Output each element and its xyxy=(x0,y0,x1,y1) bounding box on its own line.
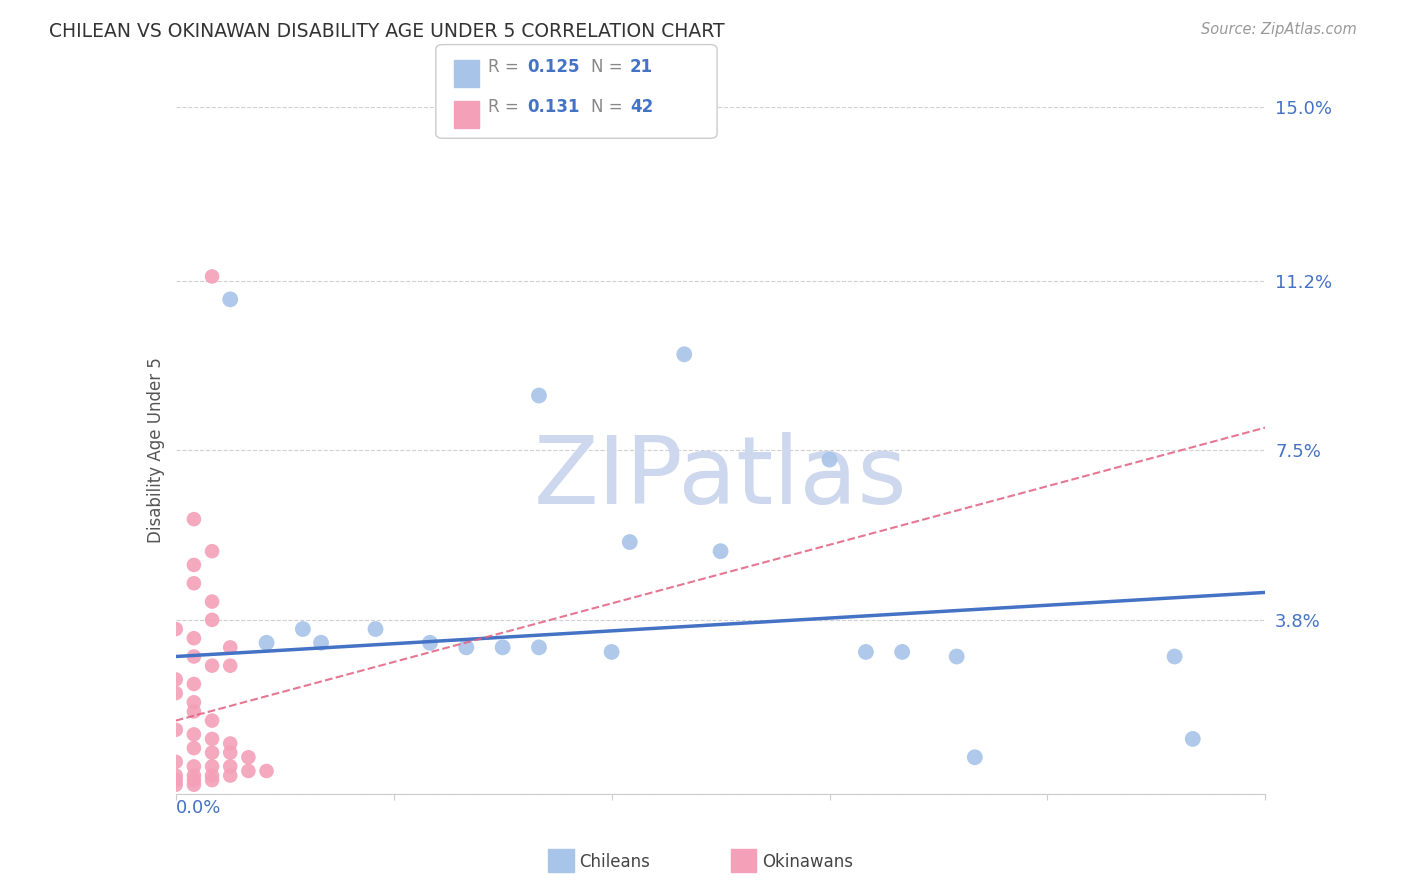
Point xyxy=(710,544,733,558)
Y-axis label: Disability Age Under 5: Disability Age Under 5 xyxy=(146,358,165,543)
Point xyxy=(219,737,242,751)
Point xyxy=(183,695,205,709)
Point xyxy=(219,746,242,760)
Point xyxy=(165,755,187,769)
Point xyxy=(183,727,205,741)
Text: ZIPatlas: ZIPatlas xyxy=(534,432,907,524)
Text: R =: R = xyxy=(488,98,524,116)
Point xyxy=(183,558,205,572)
Point xyxy=(201,759,224,773)
Point xyxy=(183,677,205,691)
Point xyxy=(201,658,224,673)
Point xyxy=(891,645,914,659)
Point xyxy=(201,746,224,760)
Point xyxy=(219,768,242,782)
Point xyxy=(165,622,187,636)
Point xyxy=(855,645,877,659)
Point xyxy=(219,759,242,773)
Point xyxy=(183,649,205,664)
Point xyxy=(183,759,205,773)
Point xyxy=(165,778,187,792)
Point xyxy=(201,768,224,782)
Point xyxy=(238,764,260,778)
Text: R =: R = xyxy=(488,58,524,76)
Point xyxy=(201,269,224,284)
Point xyxy=(945,649,967,664)
Point xyxy=(183,778,205,792)
Text: Chileans: Chileans xyxy=(579,853,650,871)
Point xyxy=(456,640,478,655)
Point xyxy=(818,452,841,467)
Point xyxy=(600,645,623,659)
Point xyxy=(492,640,515,655)
Text: 0.125: 0.125 xyxy=(527,58,579,76)
Text: Source: ZipAtlas.com: Source: ZipAtlas.com xyxy=(1201,22,1357,37)
Point xyxy=(165,768,187,782)
Point xyxy=(165,773,187,788)
Point xyxy=(527,388,550,402)
Point xyxy=(183,576,205,591)
Point xyxy=(183,631,205,645)
Point xyxy=(256,636,278,650)
Point xyxy=(183,705,205,719)
Point xyxy=(201,544,224,558)
Text: 42: 42 xyxy=(630,98,654,116)
Point xyxy=(527,640,550,655)
Point xyxy=(309,636,332,650)
Point xyxy=(256,764,278,778)
Text: 0.0%: 0.0% xyxy=(176,799,221,817)
Point xyxy=(201,773,224,788)
Point xyxy=(201,613,224,627)
Point xyxy=(1181,731,1204,746)
Point xyxy=(364,622,387,636)
Point xyxy=(183,741,205,756)
Text: 0.131: 0.131 xyxy=(527,98,579,116)
Point xyxy=(183,512,205,526)
Point xyxy=(201,731,224,746)
Text: CHILEAN VS OKINAWAN DISABILITY AGE UNDER 5 CORRELATION CHART: CHILEAN VS OKINAWAN DISABILITY AGE UNDER… xyxy=(49,22,725,41)
Point xyxy=(963,750,986,764)
Point xyxy=(183,773,205,788)
Point xyxy=(165,673,187,687)
Text: N =: N = xyxy=(591,98,627,116)
Point xyxy=(1163,649,1185,664)
Point xyxy=(238,750,260,764)
Point xyxy=(201,594,224,608)
Point xyxy=(673,347,696,361)
Point xyxy=(219,658,242,673)
Text: Okinawans: Okinawans xyxy=(762,853,853,871)
Point xyxy=(419,636,441,650)
Point xyxy=(619,535,641,549)
Text: 21: 21 xyxy=(630,58,652,76)
Point xyxy=(219,293,242,307)
Point xyxy=(183,768,205,782)
Point xyxy=(219,640,242,655)
Point xyxy=(201,714,224,728)
Point xyxy=(165,686,187,700)
Text: N =: N = xyxy=(591,58,627,76)
Point xyxy=(291,622,314,636)
Point xyxy=(165,723,187,737)
